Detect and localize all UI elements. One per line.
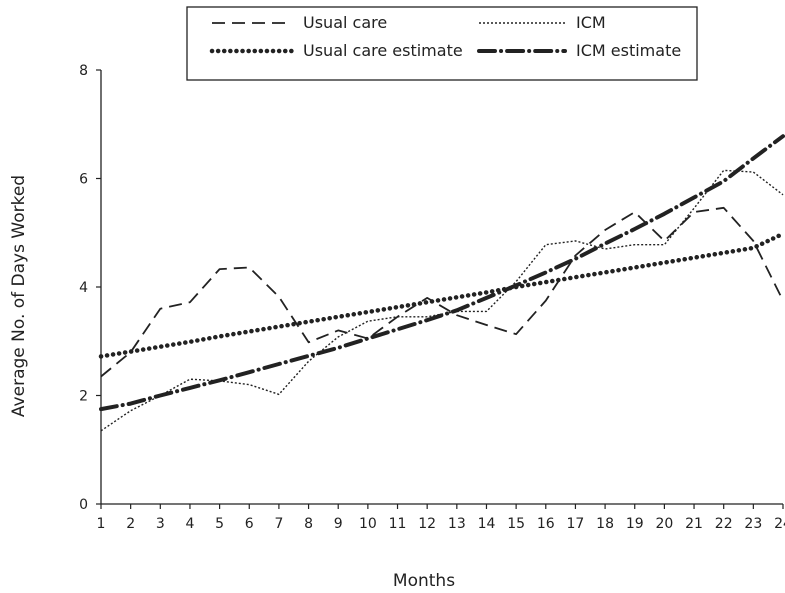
x-tick-label: 20 (655, 516, 673, 532)
legend-label-1: Usual care (303, 13, 387, 32)
x-tick-label: 21 (685, 516, 703, 532)
x-tick-label: 4 (185, 516, 194, 532)
series-layer (98, 134, 785, 432)
x-tick-label: 12 (418, 516, 436, 532)
x-tick-label: 13 (448, 516, 466, 532)
x-tick-label: 15 (507, 516, 525, 532)
x-tick-label: 5 (215, 516, 224, 532)
x-tick-label: 24 (774, 516, 785, 532)
y-tick-label: 6 (79, 172, 88, 188)
x-tick-label: 11 (389, 516, 407, 532)
x-tick-label: 22 (715, 516, 733, 532)
y-tick-label: 8 (79, 63, 88, 79)
legend-label-2: ICM (576, 13, 606, 32)
legend: Usual care ICM Usual care estimate ICM esti… (186, 6, 698, 81)
x-tick-label: 1 (97, 516, 106, 532)
y-tick-label: 4 (79, 280, 88, 296)
legend-box (186, 6, 698, 81)
series-line-4 (99, 134, 785, 412)
y-tick-label: 0 (79, 497, 88, 513)
legend-label-3: Usual care estimate (303, 41, 463, 60)
x-tick-label: 9 (334, 516, 343, 532)
x-tick-label: 10 (359, 516, 377, 532)
y-tick-label: 2 (79, 389, 88, 405)
series-line-3 (98, 231, 785, 359)
x-tick-label: 14 (478, 516, 496, 532)
x-tick-label: 17 (567, 516, 585, 532)
x-tick-label: 18 (596, 516, 614, 532)
x-tick-label: 3 (156, 516, 165, 532)
x-tick-label: 2 (126, 516, 135, 532)
x-tick-label: 23 (744, 516, 762, 532)
y-axis-title: Average No. of Days Worked (9, 175, 29, 417)
x-tick-label: 7 (274, 516, 283, 532)
series-line-1 (100, 206, 784, 378)
x-axis-title: Months (393, 571, 455, 591)
x-tick-label: 8 (304, 516, 313, 532)
legend-label-4: ICM estimate (576, 41, 681, 60)
x-tick-label: 6 (245, 516, 254, 532)
x-tick-label: 16 (537, 516, 555, 532)
series-line-2 (100, 169, 784, 432)
x-tick-label: 19 (626, 516, 644, 532)
